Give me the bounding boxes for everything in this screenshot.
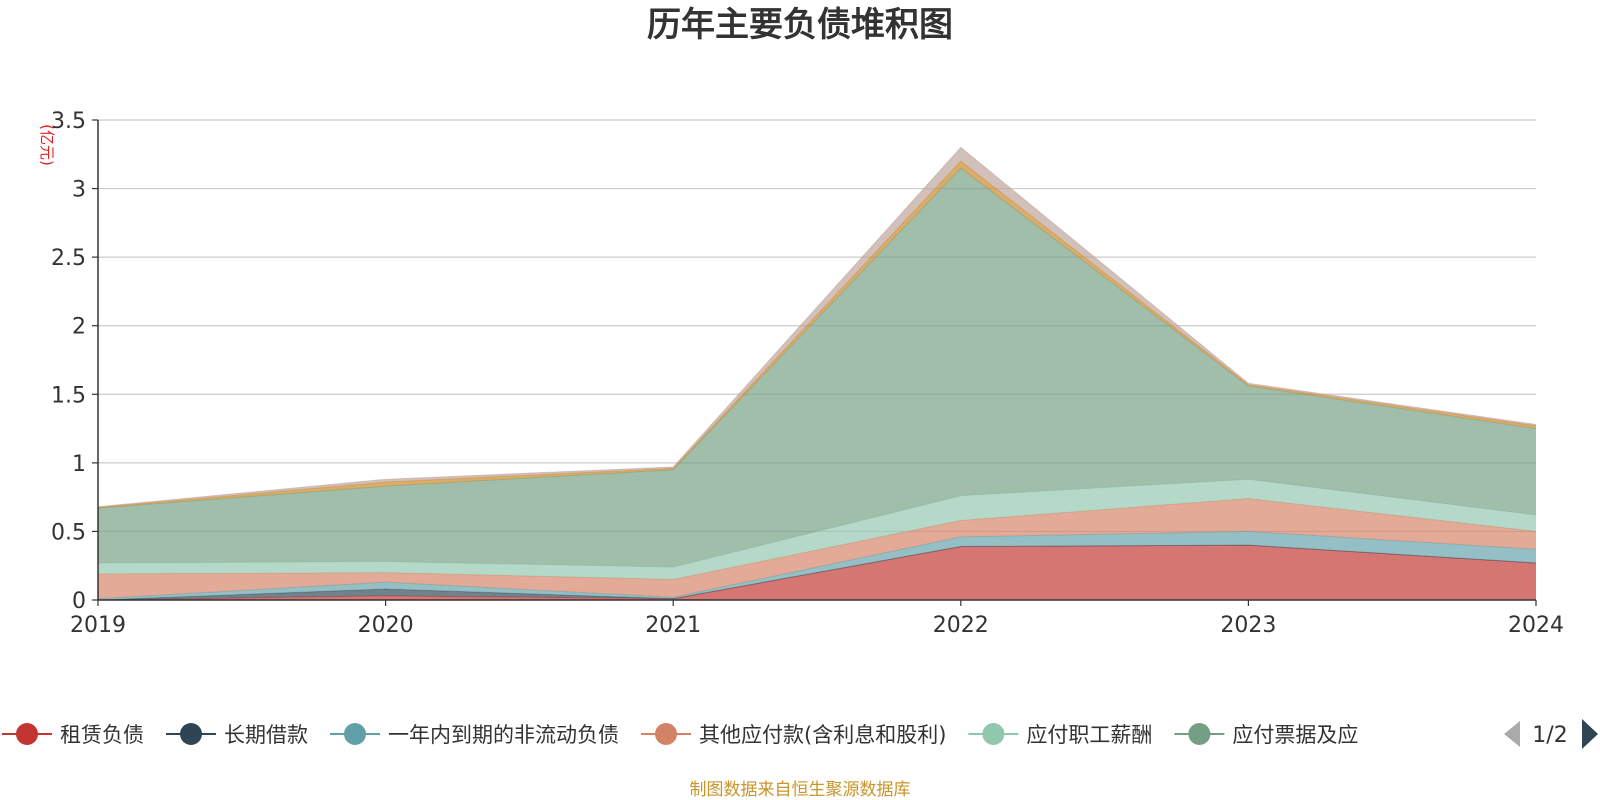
next-page-icon[interactable]	[1582, 719, 1598, 749]
legend-page-indicator: 1/2	[1532, 723, 1567, 748]
area-edge-1	[97, 544, 1537, 601]
legend-item[interactable]: 一年内到期的非流动负债	[330, 723, 619, 747]
area-series-3	[98, 498, 1536, 599]
legend-item[interactable]: 租赁负债	[2, 723, 144, 747]
y-tick-label: 0.5	[51, 520, 86, 545]
x-tick-label: 2024	[1508, 613, 1564, 638]
y-tick-label: 2	[72, 315, 86, 340]
y-tick-label: 0	[72, 589, 86, 614]
legend-dot-icon	[180, 723, 202, 745]
x-tick-label: 2020	[358, 613, 414, 638]
legend-label: 其他应付款(含利息和股利)	[699, 723, 946, 747]
y-tick-label: 3	[72, 178, 86, 203]
x-tick-label: 2022	[933, 613, 989, 638]
legend-item[interactable]: 其他应付款(含利息和股利)	[641, 723, 946, 747]
area-series-2	[98, 531, 1536, 600]
legend-dot-icon	[344, 723, 366, 745]
y-tick-label: 1.5	[51, 383, 86, 408]
data-source-note: 制图数据来自恒生聚源数据库	[690, 780, 911, 800]
y-axis-unit: (亿元)	[38, 124, 56, 166]
area-series-4	[98, 479, 1536, 580]
area-series-0	[98, 545, 1536, 600]
x-tick-label: 2019	[70, 613, 126, 638]
legend-item[interactable]: 长期借款	[166, 723, 308, 747]
stacked-areas	[97, 146, 1537, 601]
legend-label: 应付职工薪酬	[1026, 723, 1152, 747]
legend-label: 应付票据及应	[1232, 723, 1358, 747]
legend-dot-icon	[16, 723, 38, 745]
legend-dot-icon	[1188, 723, 1211, 745]
legend-dot-icon	[982, 723, 1005, 745]
legend-label: 一年内到期的非流动负债	[388, 723, 619, 747]
y-tick-label: 1	[72, 452, 86, 477]
chart-title: 历年主要负债堆积图	[647, 5, 953, 45]
area-series-5	[98, 168, 1536, 568]
axes: 0 0.5 1 1.5 2 2.5 3 3.5 2019 2020 2021 2022 2023 2024	[51, 109, 1564, 638]
legend-item[interactable]: 应付职工薪酬	[968, 723, 1152, 747]
legend-label: 租赁负债	[60, 723, 144, 747]
prev-page-icon[interactable]	[1504, 721, 1520, 747]
x-tick-label: 2023	[1220, 613, 1276, 638]
legend-dot-icon	[655, 723, 677, 745]
legend-item[interactable]: 应付票据及应	[1174, 723, 1358, 747]
legend-label: 长期借款	[224, 723, 308, 747]
legend-pager: 1/2	[1504, 719, 1598, 749]
x-tick-label: 2021	[645, 613, 701, 638]
y-tick-label: 2.5	[51, 246, 86, 271]
y-tick-label: 3.5	[51, 109, 86, 134]
area-edge-7	[97, 146, 1537, 508]
legend: 租赁负债 长期借款 一年内到期的非流动负债 其他应付款(含利息和股利) 应付职工薪酬 应付…	[2, 719, 1598, 749]
